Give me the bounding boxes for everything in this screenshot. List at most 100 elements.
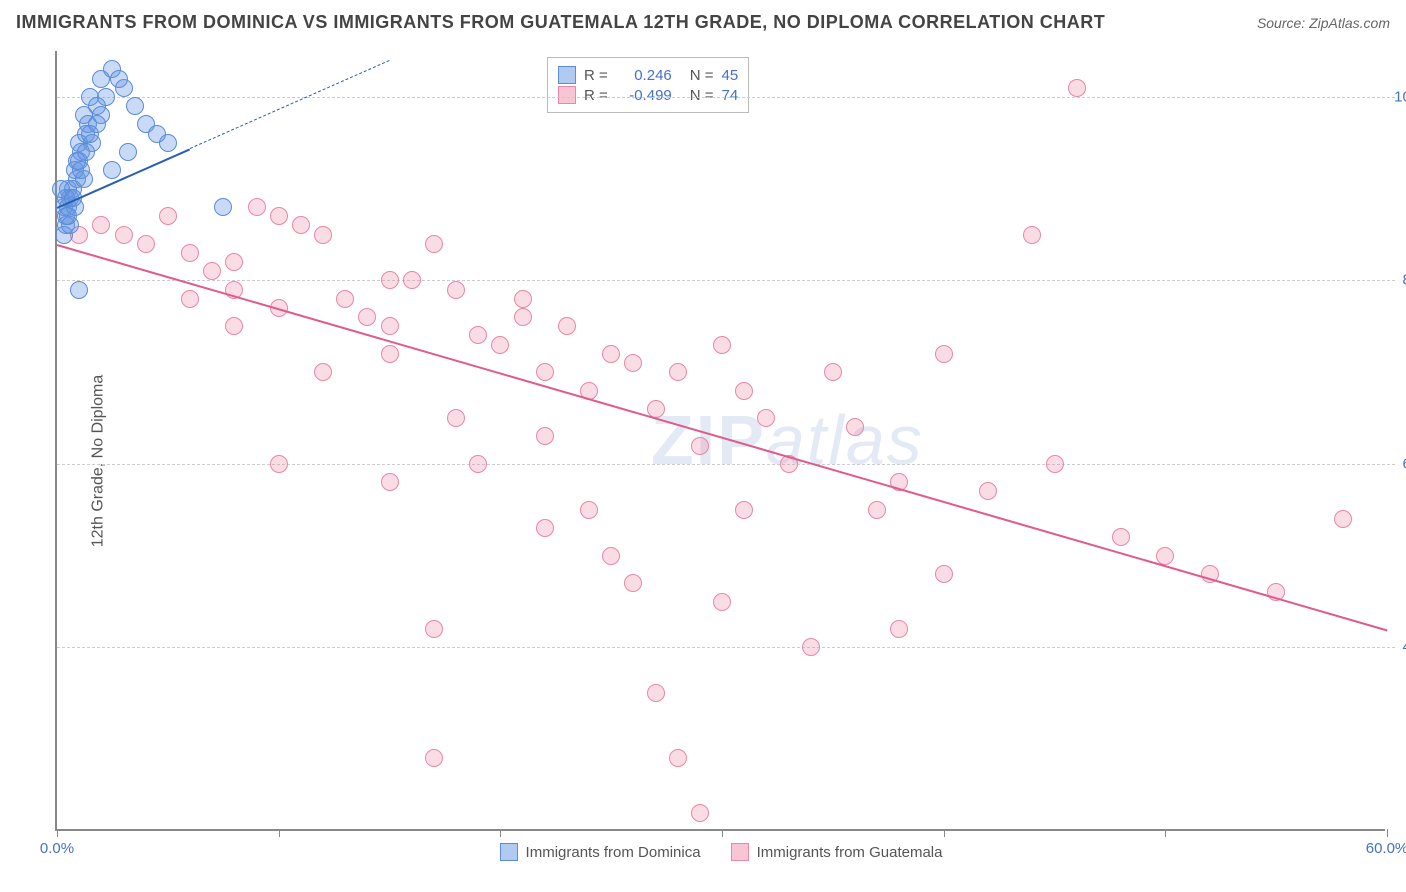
ytick-label: 60.0% bbox=[1402, 455, 1406, 472]
data-point bbox=[624, 574, 642, 592]
data-point bbox=[691, 437, 709, 455]
data-point bbox=[669, 363, 687, 381]
data-point bbox=[181, 290, 199, 308]
legend-item-blue: Immigrants from Dominica bbox=[500, 843, 701, 861]
data-point bbox=[59, 207, 77, 225]
ytick-label: 80.0% bbox=[1402, 272, 1406, 289]
xtick bbox=[1387, 829, 1388, 837]
data-point bbox=[270, 455, 288, 473]
regression-line bbox=[57, 244, 1388, 631]
data-point bbox=[403, 271, 421, 289]
stats-row-pink: R = -0.499 N = 74 bbox=[558, 86, 738, 104]
data-point bbox=[536, 519, 554, 537]
data-point bbox=[846, 418, 864, 436]
data-point bbox=[868, 501, 886, 519]
chart-header: IMMIGRANTS FROM DOMINICA VS IMMIGRANTS F… bbox=[0, 0, 1406, 41]
data-point bbox=[52, 180, 70, 198]
data-point bbox=[558, 317, 576, 335]
data-point bbox=[425, 749, 443, 767]
chart-container: 12th Grade, No Diploma ZIPatlas R = 0.24… bbox=[0, 41, 1406, 881]
xtick bbox=[722, 829, 723, 837]
data-point bbox=[647, 684, 665, 702]
data-point bbox=[137, 235, 155, 253]
xtick bbox=[944, 829, 945, 837]
xtick bbox=[1165, 829, 1166, 837]
data-point bbox=[336, 290, 354, 308]
ytick-label: 40.0% bbox=[1402, 639, 1406, 656]
data-point bbox=[624, 354, 642, 372]
data-point bbox=[491, 336, 509, 354]
data-point bbox=[103, 161, 121, 179]
data-point bbox=[824, 363, 842, 381]
data-point bbox=[514, 290, 532, 308]
data-point bbox=[802, 638, 820, 656]
swatch-pink-icon bbox=[558, 86, 576, 104]
xtick bbox=[279, 829, 280, 837]
data-point bbox=[270, 207, 288, 225]
data-point bbox=[72, 161, 90, 179]
xtick bbox=[57, 829, 58, 837]
data-point bbox=[1112, 528, 1130, 546]
data-point bbox=[425, 620, 443, 638]
gridline bbox=[57, 464, 1395, 465]
data-point bbox=[536, 427, 554, 445]
data-point bbox=[214, 198, 232, 216]
data-point bbox=[110, 70, 128, 88]
xtick bbox=[500, 829, 501, 837]
chart-title: IMMIGRANTS FROM DOMINICA VS IMMIGRANTS F… bbox=[16, 12, 1105, 33]
swatch-pink-icon bbox=[731, 843, 749, 861]
data-point bbox=[447, 409, 465, 427]
gridline bbox=[57, 97, 1395, 98]
plot-area: ZIPatlas R = 0.246 N = 45 R = -0.499 N =… bbox=[55, 51, 1385, 831]
data-point bbox=[248, 198, 266, 216]
regression-line bbox=[190, 60, 390, 149]
data-point bbox=[148, 125, 166, 143]
gridline bbox=[57, 280, 1395, 281]
data-point bbox=[1023, 226, 1041, 244]
data-point bbox=[735, 382, 753, 400]
data-point bbox=[115, 226, 133, 244]
data-point bbox=[469, 455, 487, 473]
xtick-label: 0.0% bbox=[40, 840, 74, 857]
data-point bbox=[181, 244, 199, 262]
gridline bbox=[57, 647, 1395, 648]
data-point bbox=[1068, 79, 1086, 97]
data-point bbox=[1334, 510, 1352, 528]
data-point bbox=[381, 317, 399, 335]
data-point bbox=[1156, 547, 1174, 565]
data-point bbox=[381, 473, 399, 491]
data-point bbox=[97, 88, 115, 106]
data-point bbox=[126, 97, 144, 115]
data-point bbox=[602, 345, 620, 363]
data-point bbox=[580, 501, 598, 519]
data-point bbox=[425, 235, 443, 253]
data-point bbox=[119, 143, 137, 161]
ytick-label: 100.0% bbox=[1394, 88, 1406, 105]
xtick-label: 60.0% bbox=[1366, 840, 1406, 857]
data-point bbox=[314, 226, 332, 244]
data-point bbox=[469, 326, 487, 344]
data-point bbox=[602, 547, 620, 565]
data-point bbox=[935, 565, 953, 583]
data-point bbox=[381, 271, 399, 289]
data-point bbox=[536, 363, 554, 381]
data-point bbox=[225, 253, 243, 271]
data-point bbox=[713, 336, 731, 354]
data-point bbox=[314, 363, 332, 381]
data-point bbox=[669, 749, 687, 767]
data-point bbox=[979, 482, 997, 500]
data-point bbox=[358, 308, 376, 326]
data-point bbox=[159, 207, 177, 225]
legend-item-pink: Immigrants from Guatemala bbox=[731, 843, 943, 861]
data-point bbox=[735, 501, 753, 519]
data-point bbox=[70, 281, 88, 299]
source-label: Source: ZipAtlas.com bbox=[1257, 15, 1390, 31]
data-point bbox=[514, 308, 532, 326]
data-point bbox=[713, 593, 731, 611]
stats-row-blue: R = 0.246 N = 45 bbox=[558, 66, 738, 84]
data-point bbox=[447, 281, 465, 299]
data-point bbox=[691, 804, 709, 822]
data-point bbox=[935, 345, 953, 363]
data-point bbox=[88, 115, 106, 133]
legend: Immigrants from Dominica Immigrants from… bbox=[57, 843, 1385, 861]
